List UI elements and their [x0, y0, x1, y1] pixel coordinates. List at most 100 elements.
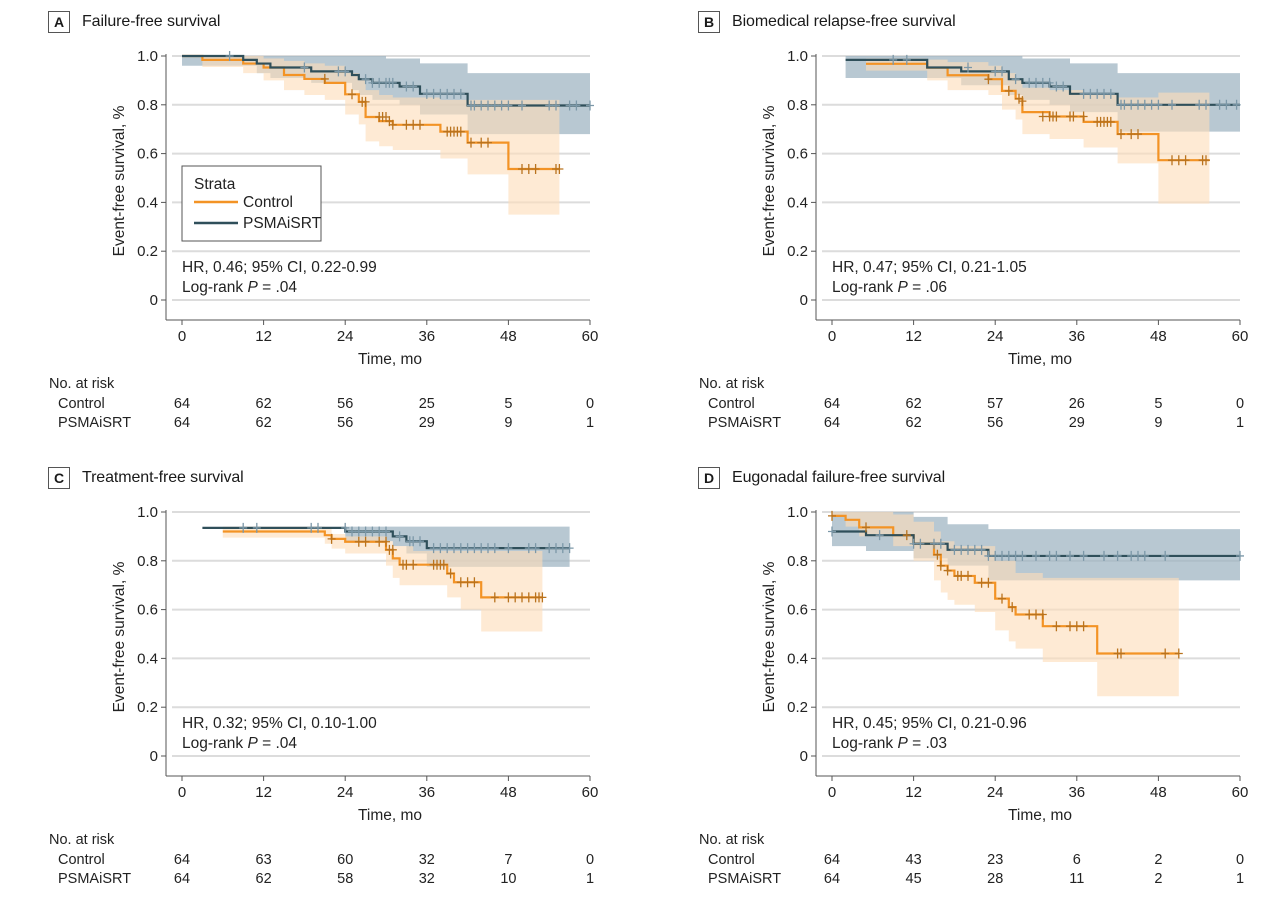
censor-mark	[1079, 111, 1088, 122]
y-tick-label: 1.0	[137, 504, 158, 521]
censor-mark	[862, 522, 870, 533]
y-tick-label: 1.0	[787, 48, 808, 65]
censor-mark	[361, 536, 370, 547]
risk-count: 62	[256, 871, 272, 887]
censor-mark	[511, 592, 520, 603]
x-tick-label: 60	[1232, 328, 1249, 345]
risk-count: 32	[419, 852, 435, 868]
censor-mark	[470, 100, 479, 111]
censor-mark	[1015, 93, 1023, 104]
censor-mark	[1174, 155, 1183, 166]
p-symbol: P	[247, 735, 258, 752]
censor-mark	[348, 526, 356, 537]
risk-count: 58	[337, 871, 353, 887]
censor-mark	[1045, 550, 1054, 561]
censor-mark	[1202, 155, 1210, 166]
censor-mark	[1059, 81, 1068, 92]
censor-mark	[1032, 77, 1040, 88]
risk-row-label: PSMAiSRT	[708, 415, 781, 431]
censor-mark	[957, 570, 966, 581]
censor-marks-psmaisrt	[225, 51, 594, 111]
censor-mark	[1113, 550, 1122, 561]
censor-mark	[416, 119, 424, 130]
censor-mark	[531, 543, 540, 554]
risk-row-label: Control	[58, 396, 105, 412]
censor-mark	[334, 66, 343, 77]
legend-box	[181, 165, 322, 242]
censor-mark	[1236, 550, 1244, 561]
risk-table-header: No. at risk	[699, 832, 765, 848]
censor-mark	[565, 543, 574, 554]
x-axis-title: Time, mo	[358, 351, 422, 368]
censor-mark	[1147, 99, 1156, 110]
y-tick-label: 0.4	[787, 194, 808, 211]
censor-mark	[524, 543, 533, 554]
y-tick-label: 0.6	[787, 146, 808, 163]
y-tick-label: 0.6	[137, 602, 158, 619]
p-symbol: P	[897, 279, 908, 296]
censor-mark	[1106, 88, 1115, 99]
censor-mark	[1134, 129, 1142, 140]
censor-mark	[402, 559, 411, 570]
censor-mark	[388, 77, 397, 88]
km-plot-b: 0 0.2 0.4 0.6 0.8 1.0 Event-free survival, % 0 1…	[699, 48, 1249, 431]
censor-mark	[341, 522, 350, 533]
risk-row-label: Control	[58, 852, 105, 868]
censor-marks-control	[984, 74, 1210, 166]
censor-mark	[1052, 81, 1061, 92]
risk-count: 6	[1073, 852, 1081, 868]
x-tick-label: 24	[337, 784, 354, 801]
censor-mark	[450, 88, 458, 99]
censor-mark	[889, 54, 898, 65]
x-tick-label: 12	[255, 328, 272, 345]
censor-mark	[375, 526, 384, 537]
censor-mark	[1140, 550, 1149, 561]
panel-letter: A	[48, 11, 70, 33]
x-axis: 0 12 24 36 48 60 Time, mo	[816, 775, 1248, 824]
y-axis-title: Event-free survival, %	[761, 561, 778, 712]
censor-marks-control	[327, 533, 547, 603]
censor-mark	[984, 550, 993, 561]
censor-mark	[484, 137, 492, 148]
y-tick-label: 0	[150, 748, 158, 765]
x-tick-label: 24	[337, 328, 354, 345]
x-tick-label: 12	[255, 784, 272, 801]
x-tick-label: 0	[178, 328, 186, 345]
censor-mark	[320, 73, 329, 84]
risk-count: 10	[500, 871, 516, 887]
risk-count: 26	[1069, 396, 1085, 412]
panel-letter: B	[698, 11, 720, 33]
censor-mark	[1025, 609, 1034, 620]
panel-letter: C	[48, 467, 70, 489]
legend-label: PSMAiSRT	[243, 215, 322, 232]
x-axis-title: Time, mo	[1008, 807, 1072, 824]
km-plot-a: 0 0.2 0.4 0.6 0.8 1.0 Event-free survival, % 0 1…	[49, 48, 598, 431]
censor-mark	[497, 100, 506, 111]
censor-mark	[504, 543, 513, 554]
censor-mark	[470, 577, 479, 588]
p-symbol: P	[247, 279, 258, 296]
censor-mark	[409, 559, 418, 570]
risk-table: No. at risk Control 64 62 56 25 5 0 PSMAiSRT 64 62…	[49, 376, 594, 431]
censor-mark	[341, 66, 350, 77]
legend: Strata Control PSMAiSRT	[181, 165, 322, 242]
x-tick-label: 48	[500, 328, 517, 345]
risk-table: No. at risk Control 64 62 57 26 5 0 PSMAiSRT 64 62…	[699, 376, 1244, 431]
risk-count: 45	[906, 871, 922, 887]
p-symbol: P	[897, 735, 908, 752]
y-axis: 0 0.2 0.4 0.6 0.8 1.0 Event-free survival, %	[761, 48, 817, 320]
censor-mark	[1202, 99, 1210, 110]
x-tick-label: 48	[500, 784, 517, 801]
censor-mark	[518, 592, 526, 603]
censor-mark	[1117, 129, 1125, 140]
x-tick-label: 12	[905, 328, 922, 345]
censor-mark	[1106, 116, 1115, 127]
censor-mark	[375, 77, 384, 88]
y-tick-label: 0	[150, 292, 158, 309]
risk-table: No. at risk Control 64 43 23 6 2 0 PSMAiSRT 64 45 2…	[699, 832, 1244, 887]
y-tick-label: 0.6	[137, 146, 158, 163]
y-tick-label: 0	[800, 292, 808, 309]
risk-table-header: No. at risk	[49, 832, 115, 848]
risk-row-label: PSMAiSRT	[58, 415, 131, 431]
censor-mark	[382, 112, 390, 122]
